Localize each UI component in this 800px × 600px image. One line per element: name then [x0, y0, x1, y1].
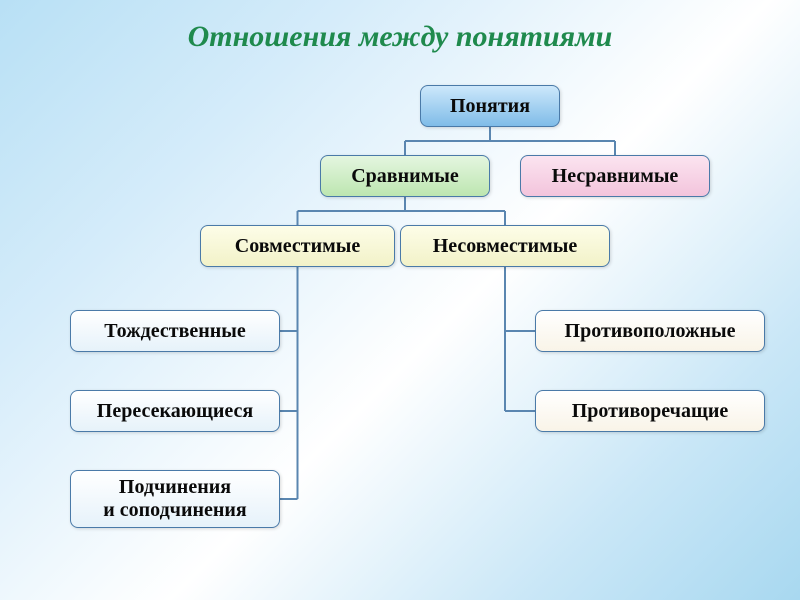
- node-oppos: Противоположные: [535, 310, 765, 352]
- node-ident: Тождественные: [70, 310, 280, 352]
- node-inter: Пересекающиеся: [70, 390, 280, 432]
- node-sub: Подчиненияи соподчинения: [70, 470, 280, 528]
- node-incomp: Несравнимые: [520, 155, 710, 197]
- slide-canvas: Отношения между понятиями Понятия Сравним…: [0, 0, 800, 600]
- node-incompat: Несовместимые: [400, 225, 610, 267]
- slide-title: Отношения между понятиями: [0, 20, 800, 54]
- node-comp: Сравнимые: [320, 155, 490, 197]
- node-contra: Противоречащие: [535, 390, 765, 432]
- node-compat: Совместимые: [200, 225, 395, 267]
- node-root: Понятия: [420, 85, 560, 127]
